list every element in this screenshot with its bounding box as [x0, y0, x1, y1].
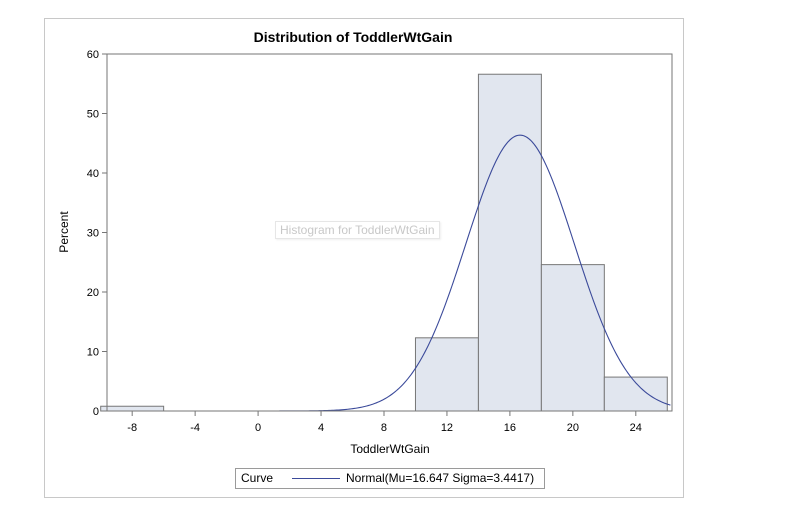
y-axis-label: Percent [57, 211, 71, 253]
histogram-bar-7 [540, 264, 605, 412]
legend-curve-label: Normal(Mu=16.647 Sigma=3.4417) [346, 471, 535, 485]
y-tick-label-0: 0 [93, 406, 99, 418]
x-axis-label: ToddlerWtGain [350, 442, 429, 456]
y-tick-label-50: 50 [87, 109, 99, 121]
x-tick-label-20: 20 [567, 422, 579, 434]
x-tick-label-0: 0 [255, 422, 261, 434]
y-tick-label-20: 20 [87, 287, 99, 299]
x-tick-label--4: -4 [190, 422, 200, 434]
x-tick-label-8: 8 [381, 422, 387, 434]
legend-curve-swatch [292, 478, 340, 479]
x-tick-label-12: 12 [441, 422, 453, 434]
legend-title: Curve [241, 471, 274, 485]
curve-legend: Curve Normal(Mu=16.647 Sigma=3.4417) [235, 468, 545, 489]
histogram-bar-5 [414, 337, 479, 412]
y-tick-label-40: 40 [87, 168, 99, 180]
x-tick-label-24: 24 [630, 422, 642, 434]
y-tick-label-10: 10 [87, 347, 99, 359]
histogram-bar-0 [100, 405, 165, 412]
chart-frame [44, 18, 684, 498]
chart-title: Distribution of ToddlerWtGain [253, 29, 453, 45]
x-tick-label-4: 4 [318, 422, 324, 434]
y-tick-label-60: 60 [87, 49, 99, 61]
histogram-tooltip: Histogram for ToddlerWtGain [275, 221, 440, 239]
x-tick-label-16: 16 [504, 422, 516, 434]
y-tick-label-30: 30 [87, 228, 99, 240]
histogram-bar-6 [477, 73, 542, 412]
x-tick-label--8: -8 [127, 422, 137, 434]
